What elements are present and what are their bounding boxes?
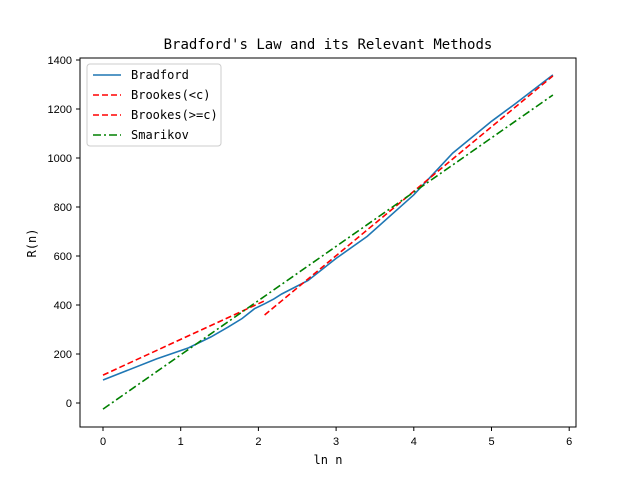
x-axis-ticks: 0 1 2 3 4 5 6 [100,427,572,448]
x-tick-label: 5 [488,436,494,448]
y-tick-label: 600 [54,251,72,263]
y-tick-label: 1000 [48,153,72,165]
plot-frame [79,57,577,428]
x-tick-label: 6 [566,436,572,448]
legend: Bradford Brookes(<c) Brookes(>=c) Smarikov [86,63,222,147]
y-axis-label: R(n) [25,229,39,258]
x-tick-label: 0 [100,436,106,448]
series-line-0 [102,74,554,381]
legend-label: Smarikov [131,128,189,142]
x-tick-label: 1 [178,436,184,448]
series-line-3 [102,94,554,410]
y-tick-label: 200 [54,349,72,361]
legend-box [86,63,222,147]
x-tick-label: 4 [411,436,417,448]
y-tick-label: 400 [54,300,72,312]
y-axis-ticks: 0 200 400 600 800 1000 1200 1400 [48,55,80,410]
legend-label: Brookes(>=c) [131,108,218,122]
legend-label: Brookes(<c) [131,88,210,102]
x-tick-label: 3 [333,436,339,448]
x-tick-label: 2 [255,436,261,448]
y-tick-label: 1200 [48,104,72,116]
series-line-1 [102,299,267,376]
x-axis-label: ln n [314,453,343,467]
legend-label: Bradford [131,68,189,82]
y-tick-label: 800 [54,202,72,214]
chart-title: Bradford's Law and its Relevant Methods [164,37,493,53]
y-tick-label: 1400 [48,55,72,67]
plot-lines [102,74,554,410]
y-tick-label: 0 [66,398,72,410]
